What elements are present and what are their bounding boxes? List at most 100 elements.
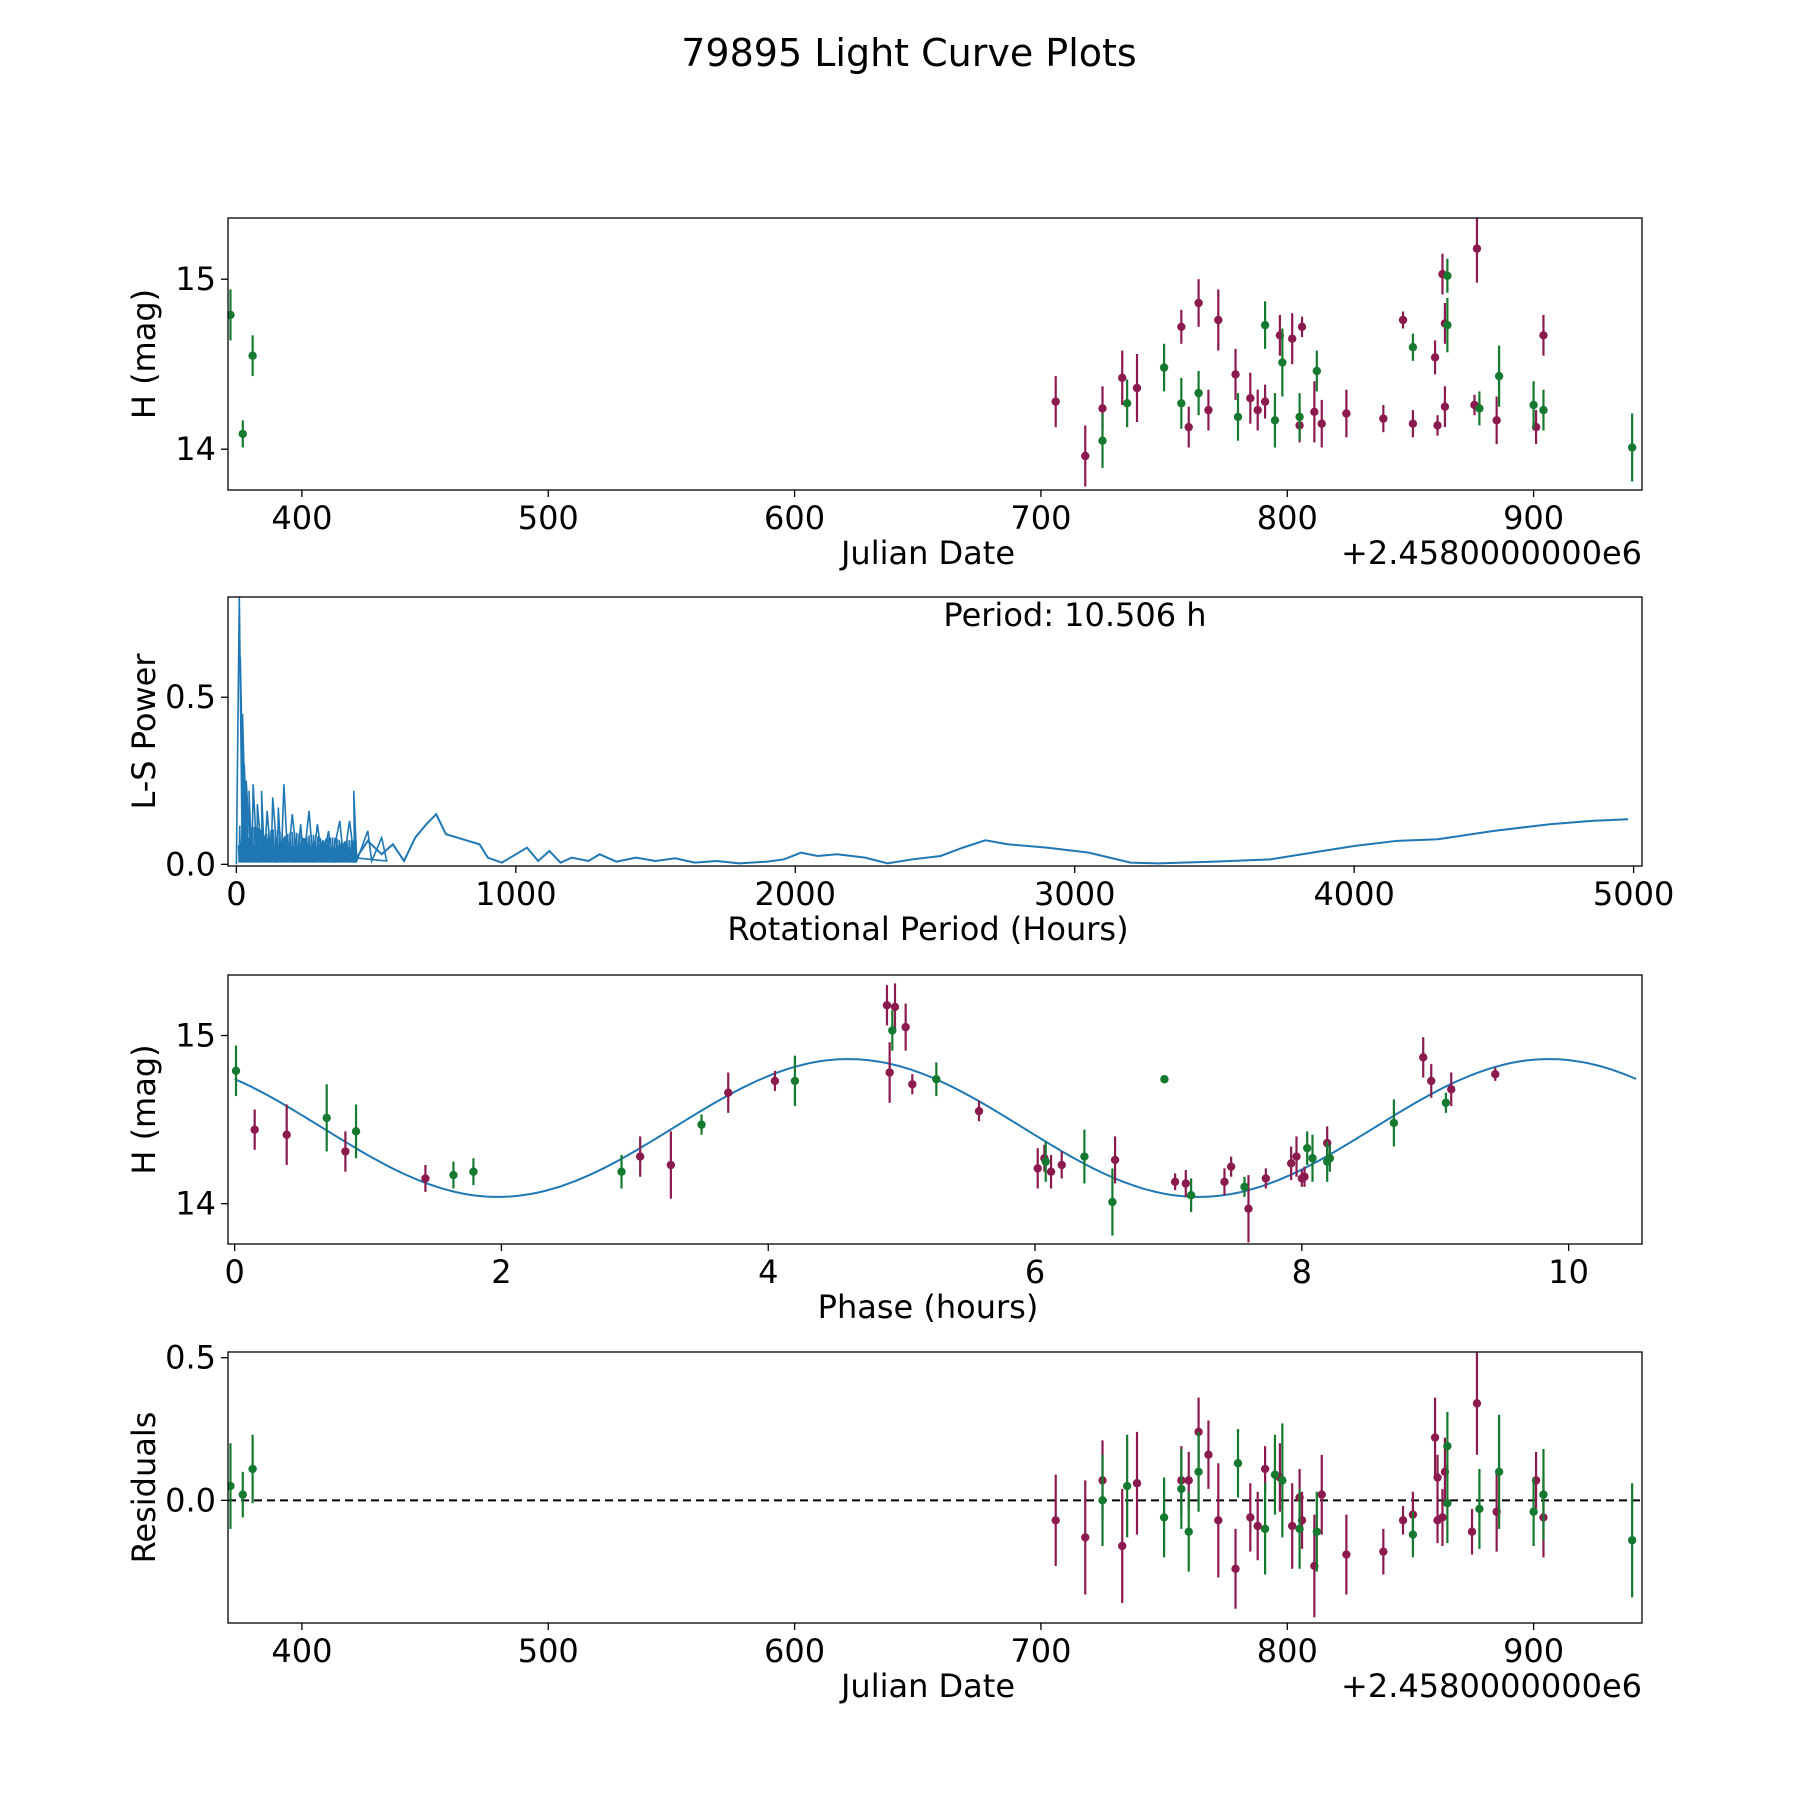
data-point: [1443, 320, 1452, 330]
data-point: [1278, 1476, 1287, 1485]
plot-area-residuals: [228, 1352, 1642, 1618]
data-point: [1492, 416, 1501, 425]
data-point: [1177, 1484, 1186, 1494]
data-point: [1184, 1476, 1193, 1485]
x-axis-label: Julian Date: [839, 1667, 1015, 1705]
data-point: [1253, 405, 1262, 415]
data-point: [1302, 1143, 1312, 1153]
data-point: [1260, 1524, 1270, 1534]
data-point: [341, 1147, 350, 1156]
data-point: [1389, 1118, 1399, 1128]
data-point: [1041, 1157, 1050, 1166]
data-point: [238, 429, 247, 439]
axes-frame-residuals: [227, 1351, 1643, 1624]
data-point: [1539, 405, 1548, 415]
data-point: [1051, 397, 1060, 406]
y-axis-label: H (mag): [125, 1044, 163, 1174]
y-tick-label: 14: [175, 1185, 216, 1223]
x-tick-label: 0: [226, 875, 246, 913]
panel-periodogram: 0 1000 2000 3000 4000 5000 0.0 0.5 Rotational Pe…: [125, 596, 1674, 948]
x-tick-label: 2000: [755, 875, 836, 913]
plot-area-phased: [231, 983, 1637, 1243]
axes-frame-phased: [227, 974, 1643, 1245]
data-point: [901, 1022, 910, 1032]
y-tick-label: 0.0: [165, 845, 216, 883]
x-axis-label: Rotational Period (Hours): [727, 910, 1128, 948]
y-axis-label: H (mag): [125, 289, 163, 419]
data-point: [1342, 409, 1351, 418]
data-point: [1539, 331, 1548, 340]
data-point: [1186, 1191, 1196, 1200]
data-point: [1317, 1490, 1326, 1499]
data-point: [1438, 1513, 1447, 1522]
data-point: [1046, 1167, 1056, 1176]
x-tick-label: 3000: [1034, 875, 1115, 913]
x-tick-label: 4000: [1313, 875, 1394, 913]
data-point: [1627, 443, 1637, 452]
x-tick-label: 500: [518, 499, 579, 537]
x-tick-label: 0: [224, 1253, 244, 1291]
data-point: [1253, 1521, 1262, 1531]
data-point: [1430, 353, 1440, 362]
data-point: [1325, 1154, 1335, 1163]
data-point: [1300, 1172, 1309, 1181]
data-point: [1214, 1516, 1223, 1525]
data-point: [1408, 1530, 1418, 1539]
y-tick-label: 0.0: [165, 1481, 216, 1519]
data-point: [1430, 1433, 1440, 1442]
data-point: [1287, 1521, 1297, 1531]
panel-residuals: 400 500 600 700 800 900 0.0 0.5 Julian Date Resid…: [125, 1339, 1643, 1705]
data-point: [890, 1002, 900, 1012]
periodogram-spikes: [235, 597, 388, 865]
data-point: [1278, 358, 1287, 367]
data-point: [1098, 404, 1107, 413]
panel-lightcurve: 400 500 600 700 800 900 14 15 Julian Date H (mag)…: [125, 217, 1643, 572]
data-point: [250, 1125, 259, 1134]
data-point: [1292, 1152, 1301, 1161]
y-tick-label: 0.5: [165, 678, 216, 716]
data-point: [1194, 298, 1203, 308]
x-tick-label: 6: [1025, 1253, 1045, 1291]
y-axis-label: L-S Power: [125, 653, 163, 810]
data-point: [1194, 388, 1203, 398]
data-point: [1260, 320, 1270, 330]
data-point: [1491, 1069, 1500, 1079]
data-point: [1286, 1159, 1296, 1168]
data-point: [1098, 1496, 1107, 1505]
series-magenta: [250, 983, 1500, 1243]
data-point: [1081, 451, 1090, 461]
data-point: [1379, 1547, 1388, 1556]
data-point: [421, 1174, 430, 1183]
data-point: [1159, 363, 1169, 372]
data-point: [1226, 1162, 1236, 1171]
data-point: [1310, 407, 1319, 416]
data-point: [1398, 315, 1408, 325]
data-point: [1408, 419, 1418, 428]
data-point: [770, 1076, 780, 1086]
y-axis-label: Residuals: [125, 1412, 163, 1564]
x-tick-label: 5000: [1593, 875, 1674, 913]
data-point: [697, 1120, 706, 1129]
data-point: [1433, 421, 1442, 430]
data-point: [1494, 371, 1504, 381]
series-green: [231, 1010, 1451, 1236]
data-point: [1260, 397, 1270, 406]
periodogram-line: [355, 812, 1629, 865]
data-point: [1181, 1179, 1190, 1188]
axes-frame-periodogram: [227, 596, 1643, 867]
axes-frame-lightcurve: [227, 217, 1643, 491]
data-point: [1312, 1527, 1322, 1536]
x-tick-label: 900: [1503, 1632, 1564, 1670]
data-point: [238, 1490, 247, 1499]
data-point: [1472, 1399, 1482, 1408]
data-point: [1233, 412, 1243, 422]
data-point: [1317, 419, 1326, 428]
data-point: [1159, 1513, 1169, 1522]
data-point: [1475, 404, 1484, 413]
y-tick-label: 14: [175, 430, 216, 468]
data-point: [1098, 436, 1107, 445]
data-point: [282, 1130, 291, 1139]
series-green: [228, 1411, 1637, 1598]
series-green: [228, 258, 1637, 482]
